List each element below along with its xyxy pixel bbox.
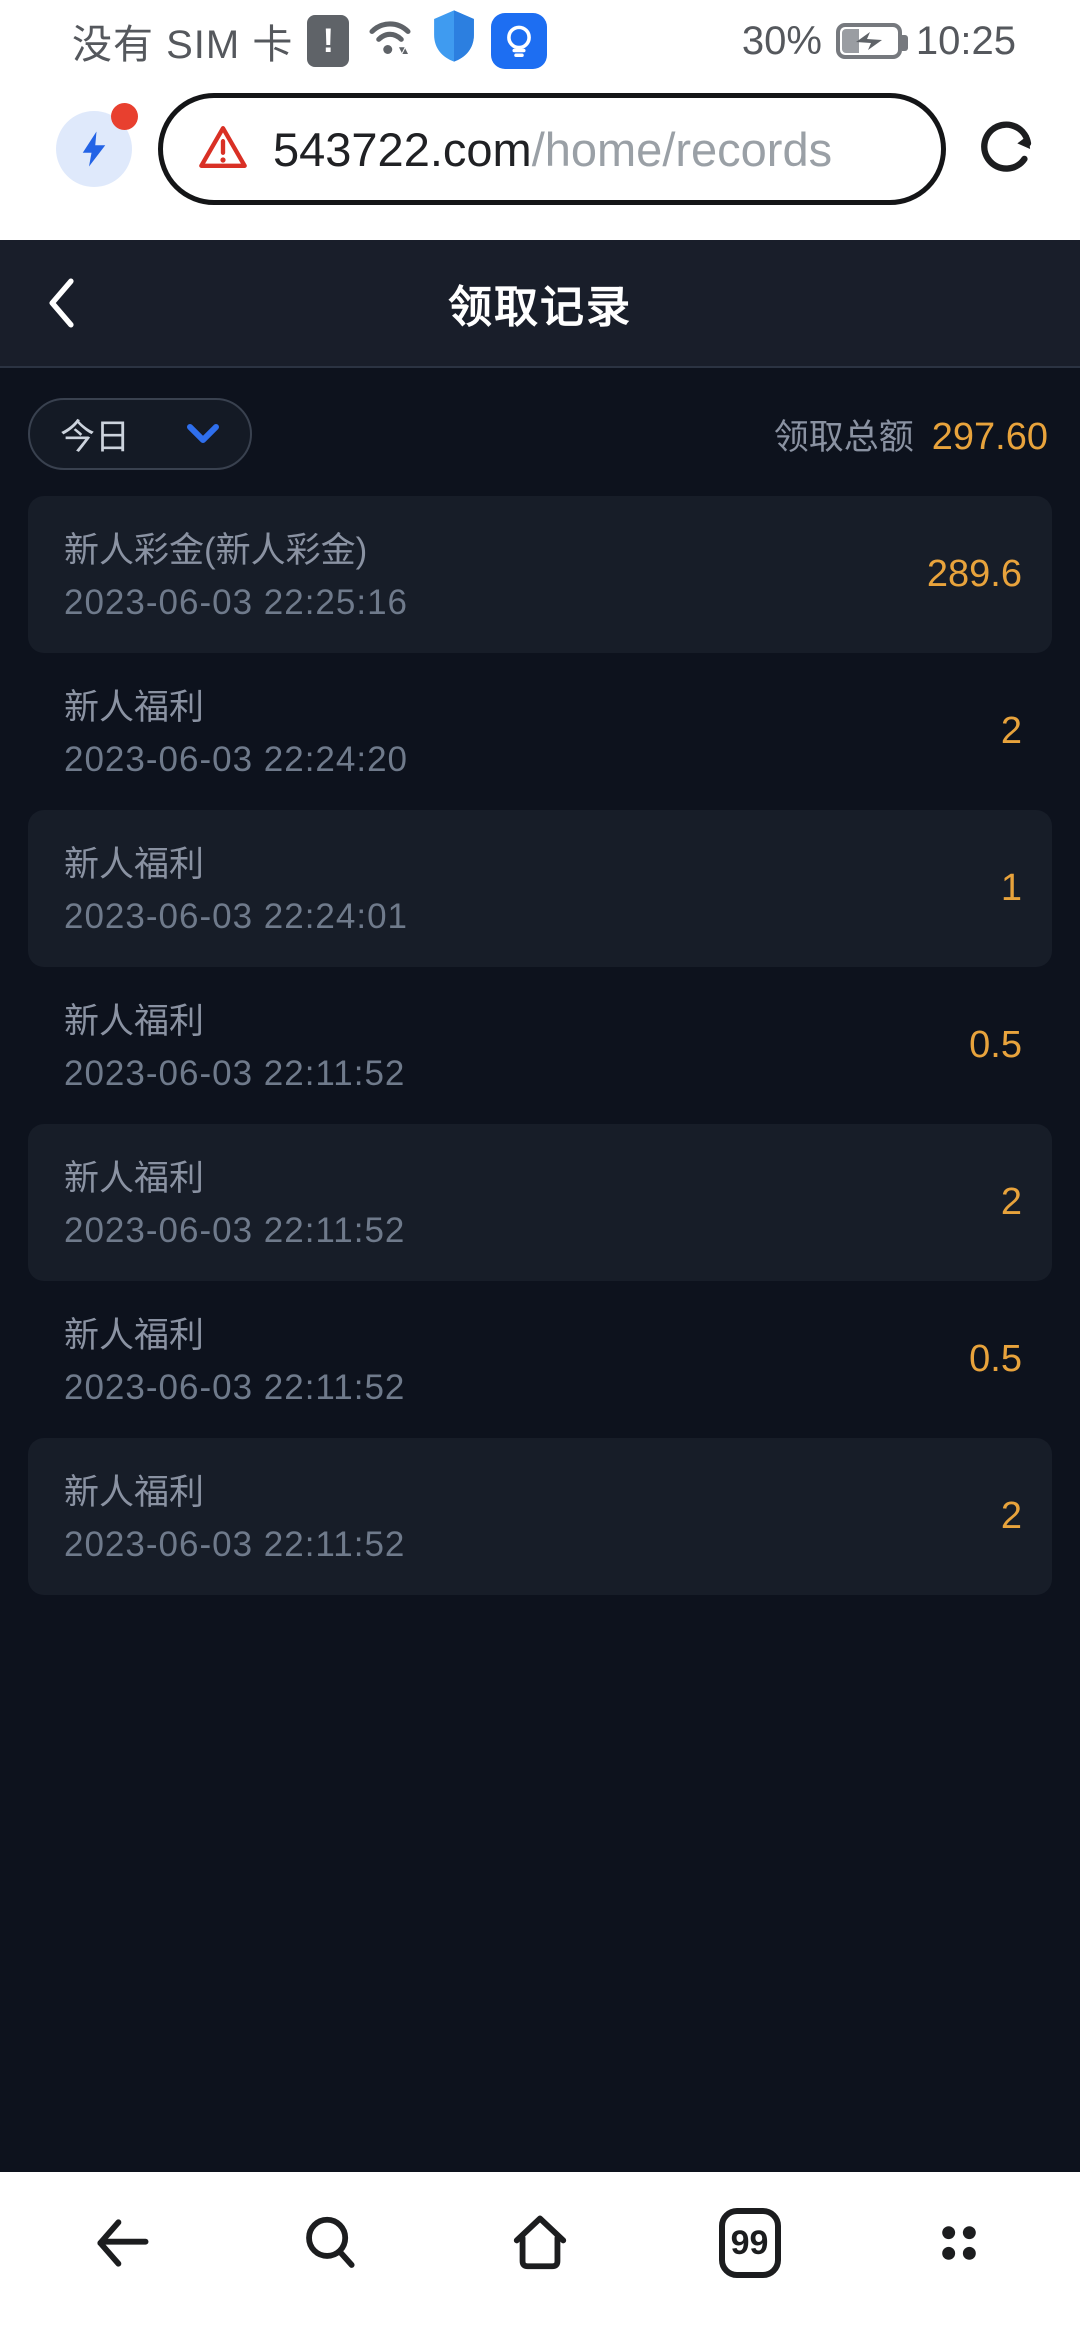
- period-dropdown[interactable]: 今日: [28, 398, 252, 470]
- warning-triangle-icon: [197, 123, 249, 176]
- record-info: 新人福利 2023-06-03 22:11:52: [58, 1281, 405, 1438]
- record-timestamp: 2023-06-03 22:11:52: [64, 1368, 406, 1407]
- record-info: 新人福利 2023-06-03 22:11:52: [58, 967, 405, 1124]
- record-info: 新人福利 2023-06-03 22:11:52: [58, 1124, 405, 1281]
- reload-button[interactable]: [972, 115, 1040, 183]
- record-info: 新人福利 2023-06-03 22:24:01: [58, 810, 408, 967]
- page-header: 领取记录: [0, 240, 1080, 368]
- clock-label: 10:25: [915, 18, 1016, 63]
- record-name: 新人福利: [64, 1002, 205, 1041]
- period-dropdown-value: 今日: [60, 417, 131, 457]
- nav-menu-button[interactable]: [914, 2198, 1004, 2288]
- search-icon: [305, 2216, 355, 2268]
- record-timestamp: 2023-06-03 22:24:20: [64, 740, 408, 779]
- notification-dot: [111, 103, 138, 130]
- total-claimed-value: 297.60: [931, 415, 1048, 458]
- battery-charging-icon: [835, 23, 908, 59]
- url-text: 543722.com/home/records: [273, 122, 832, 177]
- record-amount: 289.6: [926, 553, 1022, 595]
- record-item: 新人福利 2023-06-03 22:11:52 0.5: [28, 967, 1052, 1124]
- shield-icon: [431, 9, 477, 73]
- tab-count-label: 99: [730, 2223, 769, 2262]
- record-timestamp: 2023-06-03 22:11:52: [64, 1054, 406, 1093]
- record-name: 新人彩金(新人彩金): [64, 531, 368, 570]
- record-timestamp: 2023-06-03 22:24:01: [64, 897, 408, 936]
- total-claimed: 领取总额 297.60: [774, 409, 1052, 460]
- record-timestamp: 2023-06-03 22:11:52: [64, 1525, 406, 1564]
- chevron-down-icon: [187, 424, 219, 443]
- record-timestamp: 2023-06-03 22:25:16: [64, 583, 408, 622]
- sim-alert-icon: !: [307, 15, 350, 67]
- record-item: 新人福利 2023-06-03 22:24:01 1: [28, 810, 1052, 967]
- back-button[interactable]: [26, 240, 94, 366]
- record-name: 新人福利: [64, 845, 205, 884]
- record-item: 新人福利 2023-06-03 22:11:52 2: [28, 1438, 1052, 1595]
- battery-percent-label: 30%: [741, 18, 822, 63]
- record-amount: 0.5: [969, 1024, 1022, 1066]
- home-icon: [513, 2215, 567, 2270]
- record-item: 新人彩金(新人彩金) 2023-06-03 22:25:16 289.6: [28, 496, 1052, 653]
- record-amount: 0.5: [969, 1338, 1022, 1380]
- page-title: 领取记录: [448, 283, 632, 332]
- record-amount: 1: [1000, 867, 1022, 909]
- tabs-icon: 99: [718, 2208, 781, 2278]
- filter-row: 今日 领取总额 297.60: [28, 398, 1052, 470]
- url-address-field[interactable]: 543722.com/home/records: [158, 93, 946, 205]
- reload-icon: [981, 121, 1032, 172]
- record-name: 新人福利: [64, 688, 205, 727]
- record-info: 新人福利 2023-06-03 22:24:20: [58, 653, 408, 810]
- record-item: 新人福利 2023-06-03 22:11:52 2: [28, 1124, 1052, 1281]
- url-path: /home/records: [531, 122, 833, 176]
- browser-url-bar: 543722.com/home/records: [0, 76, 1080, 240]
- nav-back-button[interactable]: [76, 2198, 166, 2288]
- no-sim-label: 没有 SIM 卡: [72, 23, 294, 67]
- status-bar: 没有 SIM 卡 ! 30%: [0, 0, 1080, 76]
- record-info: 新人福利 2023-06-03 22:11:52: [58, 1438, 405, 1595]
- record-name: 新人福利: [64, 1159, 205, 1198]
- browser-bottom-nav: 99: [0, 2172, 1080, 2340]
- records-page: 今日 领取总额 297.60 新人彩金(新人彩金) 2023-06-03 22:…: [0, 368, 1080, 2172]
- record-amount: 2: [1000, 1495, 1022, 1537]
- nav-home-button[interactable]: [495, 2198, 585, 2288]
- record-name: 新人福利: [64, 1316, 205, 1355]
- menu-dots-icon: [942, 2226, 976, 2260]
- total-claimed-label: 领取总额: [773, 417, 914, 457]
- back-arrow-icon: [97, 2219, 149, 2267]
- lightbulb-app-icon: [491, 13, 548, 69]
- record-info: 新人彩金(新人彩金) 2023-06-03 22:25:16: [58, 496, 408, 653]
- record-list: 新人彩金(新人彩金) 2023-06-03 22:25:16 289.6 新人福…: [28, 496, 1052, 1595]
- url-domain: 543722.com: [273, 122, 532, 176]
- record-item: 新人福利 2023-06-03 22:24:20 2: [28, 653, 1052, 810]
- record-item: 新人福利 2023-06-03 22:11:52 0.5: [28, 1281, 1052, 1438]
- lightning-badge-button[interactable]: [56, 103, 138, 187]
- nav-tabs-button[interactable]: 99: [705, 2198, 795, 2288]
- nav-search-button[interactable]: [286, 2198, 376, 2288]
- chevron-left-icon: [49, 278, 74, 328]
- record-timestamp: 2023-06-03 22:11:52: [64, 1211, 406, 1250]
- record-amount: 2: [1000, 1181, 1022, 1223]
- wifi-icon: [363, 9, 417, 73]
- record-amount: 2: [1000, 710, 1022, 752]
- record-name: 新人福利: [64, 1473, 205, 1512]
